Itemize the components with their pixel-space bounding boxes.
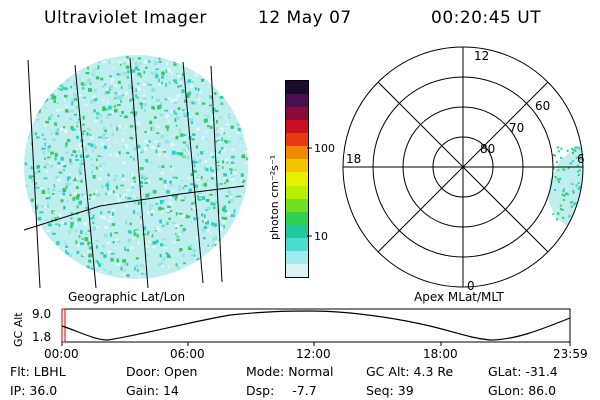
geo-parallel-line <box>23 185 245 231</box>
status-door: Door: Open <box>126 364 198 379</box>
colorbar-band <box>286 107 308 121</box>
mlat-label-80: 80 <box>480 142 495 156</box>
geo-meridian-line <box>74 64 97 289</box>
colorbar-band <box>286 198 308 212</box>
status-dsp: Dsp: -7.7 <box>246 383 317 398</box>
instrument-title: Ultraviolet Imager <box>44 8 207 28</box>
colorbar-band <box>286 237 308 251</box>
colorbar-tick-100: 100 <box>314 142 335 155</box>
colorbar-band <box>286 81 308 95</box>
altitude-curve <box>61 310 571 341</box>
status-seq: Seq: 39 <box>366 383 414 398</box>
current-time-marker <box>61 308 66 343</box>
colorbar-tick-10: 10 <box>314 230 328 243</box>
status-mode: Mode: Normal <box>246 364 334 379</box>
status-glon: GLon: 86.0 <box>488 383 557 398</box>
colorbar-band <box>286 224 308 238</box>
geo-meridian-line <box>129 57 149 289</box>
mlt-label-6: 6 <box>577 152 585 166</box>
time-tick-1800: 18:00 <box>423 347 458 361</box>
colorbar-band <box>286 120 308 134</box>
colorbar-band <box>286 211 308 225</box>
colorbar-band <box>286 185 308 199</box>
colorbar-band <box>286 94 308 108</box>
colorbar-band <box>286 250 308 264</box>
status-filter: Flt: LBHL <box>10 364 66 379</box>
geo-meridian-line <box>210 65 223 283</box>
apex-label: Apex MLat/MLT <box>414 290 504 304</box>
time-label: 00:20:45 UT <box>431 8 542 28</box>
status-ip: IP: 36.0 <box>10 383 58 398</box>
altitude-tick-1-8: 1.8 <box>32 330 51 344</box>
geographic-label: Geographic Lat/Lon <box>68 290 186 304</box>
status-gain: Gain: 14 <box>126 383 179 398</box>
colorbar <box>285 80 309 278</box>
colorbar-band <box>286 159 308 173</box>
date-label: 12 May 07 <box>258 8 352 28</box>
time-tick-1200: 12:00 <box>296 347 331 361</box>
colorbar-band <box>286 146 308 160</box>
geo-meridian-line <box>182 61 204 284</box>
mlat-label-70: 70 <box>509 121 524 135</box>
mlt-label-18: 18 <box>346 152 361 166</box>
time-tick-0000: 00:00 <box>44 347 79 361</box>
mlat-label-60: 60 <box>535 99 550 113</box>
colorbar-band <box>286 172 308 186</box>
mlt-label-12: 12 <box>474 49 489 63</box>
altitude-tick-9: 9.0 <box>32 307 51 321</box>
colorbar-band <box>286 263 308 277</box>
time-tick-0600: 06:00 <box>170 347 205 361</box>
colorbar-unit-label: photon cm⁻²s⁻¹ <box>268 155 281 240</box>
status-glat: GLat: -31.4 <box>488 364 558 379</box>
altitude-y-label: GC Alt <box>12 312 25 347</box>
status-gc-alt: GC Alt: 4.3 Re <box>366 364 454 379</box>
geo-meridian-line <box>27 59 41 289</box>
time-tick-2359: 23:59 <box>553 347 588 361</box>
colorbar-band <box>286 133 308 147</box>
mlt-label-0: 0 <box>467 279 475 293</box>
